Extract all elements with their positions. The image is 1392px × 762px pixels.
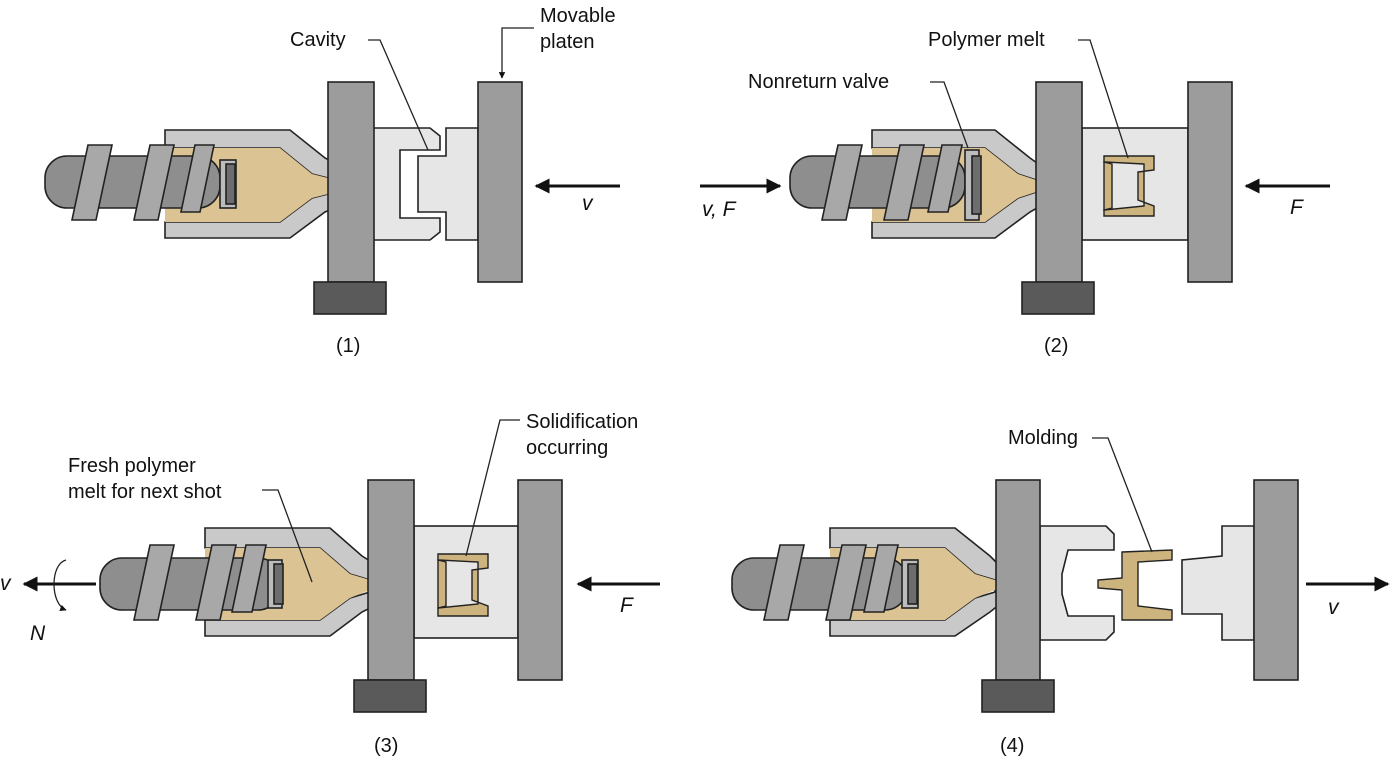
step-label: (1): [336, 335, 360, 357]
screw-flight: [927, 144, 963, 213]
movable-mold-half: [1181, 525, 1255, 641]
cavity-label: Cavity: [290, 29, 346, 51]
panel-2: v, F F Nonreturn valve Polymer melt (2): [700, 29, 1330, 357]
nonreturn-valve: [225, 163, 236, 205]
movable-platen: [1253, 479, 1299, 681]
screw-flight: [825, 544, 867, 621]
molded-part-filling: [1103, 155, 1155, 217]
screw-flight: [71, 144, 113, 221]
screw-flight: [133, 544, 175, 621]
arrow-label-v: v: [0, 572, 12, 595]
step-label: (3): [374, 735, 398, 757]
cavity-leader: [368, 39, 429, 151]
molding-leader: [1092, 437, 1153, 553]
platen-base: [981, 679, 1055, 713]
screw-rotation-arrow: [53, 559, 67, 611]
mold-closed: [413, 525, 519, 639]
nonreturn-valve-label: Nonreturn valve: [748, 71, 889, 93]
mold-closed: [1081, 127, 1189, 241]
stationary-mold-half: [371, 127, 441, 241]
step-label: (2): [1044, 335, 1068, 357]
screw-flight: [763, 544, 805, 621]
screw-flight: [231, 544, 267, 613]
polymer-melt: [165, 148, 380, 222]
arrow-label-f: F: [1290, 196, 1304, 219]
nonreturn-valve: [971, 155, 982, 215]
movable-platen: [1187, 81, 1233, 283]
movable-platen: [477, 81, 523, 283]
screw-flight: [195, 544, 237, 621]
platen-base: [353, 679, 427, 713]
fresh-melt-leader: [262, 489, 313, 583]
molded-part-filling: [1103, 161, 1113, 211]
arrow-label-f: F: [620, 594, 634, 617]
arrow-label-v: v: [1328, 596, 1340, 619]
stationary-platen: [327, 81, 375, 283]
polymer-melt-label: Polymer melt: [928, 29, 1045, 51]
nonreturn-valve-leader: [930, 81, 969, 149]
panel-3: v N F Fresh polymer melt for next shot S…: [0, 411, 660, 757]
arrow-label-v: v: [582, 192, 594, 215]
panel-4: v Molding (4): [731, 427, 1390, 757]
screw-flight: [133, 144, 175, 221]
movable-platen-label-2: platen: [540, 31, 595, 53]
arrow-label-vf: v, F: [702, 198, 737, 221]
movable-platen-label-1: Movable: [540, 5, 616, 27]
solidification-label-1: Solidification: [526, 411, 638, 433]
molded-part-solidifying: [437, 553, 489, 617]
molding-label: Molding: [1008, 427, 1078, 449]
solidification-label-2: occurring: [526, 437, 608, 459]
movable-platen: [517, 479, 563, 681]
molded-part-solidifying: [437, 559, 447, 609]
ejected-molding: [1097, 549, 1173, 621]
step-label: (4): [1000, 735, 1024, 757]
fresh-melt-label-1: Fresh polymer: [68, 455, 196, 477]
fresh-melt-label-2: melt for next shot: [68, 481, 222, 503]
polymer-melt-leader: [1078, 39, 1129, 159]
platen-base: [1021, 281, 1095, 315]
stationary-platen: [995, 479, 1041, 681]
nonreturn-valve: [273, 563, 284, 605]
stationary-platen: [1035, 81, 1083, 283]
screw-flight: [883, 144, 925, 221]
nonreturn-valve: [907, 563, 918, 605]
screw-flight: [863, 544, 899, 613]
stationary-platen: [367, 479, 415, 681]
movable-platen-leader: [498, 27, 534, 79]
stationary-mold-half: [1039, 525, 1115, 641]
platen-base: [313, 281, 387, 315]
arrow-label-n: N: [30, 622, 46, 645]
panel-1: v Cavity Movable platen (1): [44, 5, 620, 357]
screw-flight: [180, 144, 215, 213]
screw-flight: [821, 144, 863, 221]
solidification-leader: [465, 419, 520, 557]
